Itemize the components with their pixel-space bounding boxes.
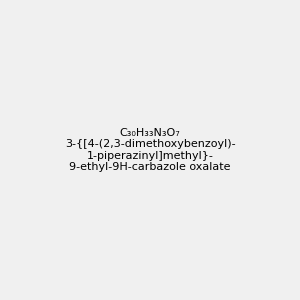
Text: C₃₀H₃₃N₃O₇
3-{[4-(2,3-dimethoxybenzoyl)-
1-piperazinyl]methyl}-
9-ethyl-9H-carba: C₃₀H₃₃N₃O₇ 3-{[4-(2,3-dimethoxybenzoyl)-… bbox=[65, 128, 235, 172]
